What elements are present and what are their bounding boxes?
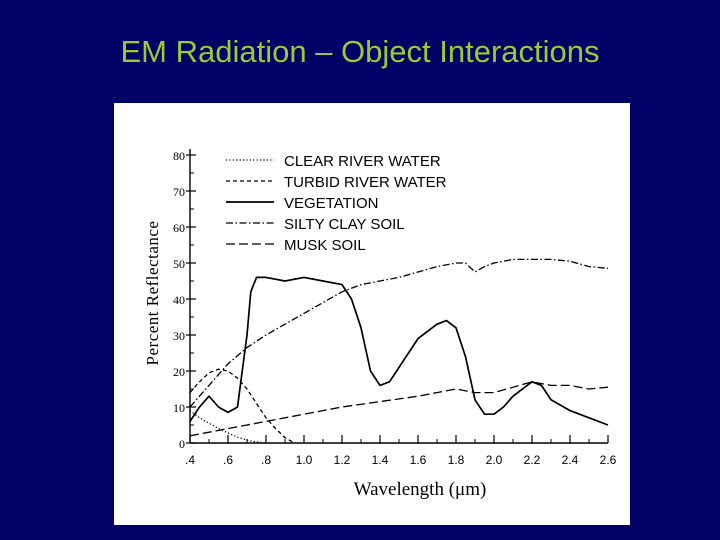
series-line-musk-soil [189, 381, 609, 437]
y-tick-label: 80 [173, 149, 185, 163]
legend-label: MUSK SOIL [284, 237, 366, 254]
x-tick-label: 2.6 [600, 453, 617, 467]
series-line-silty-clay-soil [189, 258, 609, 408]
y-tick-label: 60 [173, 221, 185, 235]
x-tick-label: .8 [261, 453, 271, 467]
x-tick-label: .4 [185, 453, 195, 467]
y-tick-label: 10 [173, 401, 185, 415]
series-line-vegetation [189, 276, 609, 426]
y-tick-label: 40 [173, 293, 185, 307]
legend-label: SILTY CLAY SOIL [284, 216, 405, 233]
x-tick-label: 2.4 [562, 453, 579, 467]
y-axis-label: Percent Reflectance [143, 221, 162, 366]
x-tick-label: 1.0 [296, 453, 313, 467]
legend-label: CLEAR RIVER WATER [284, 153, 441, 170]
y-tick-label: 0 [179, 437, 185, 451]
x-tick-label: 1.2 [334, 453, 351, 467]
x-tick-label: 2.2 [524, 453, 541, 467]
chart-panel: 0 10 20 30 40 50 60 70 80 .4 .6 .8 1.0 1.2 1.4 1.6 1.8 2.… [114, 103, 630, 525]
x-axis-label: Wavelength (μm) [354, 479, 487, 500]
x-tick-label: 1.6 [410, 453, 427, 467]
legend-label: TURBID RIVER WATER [284, 174, 447, 191]
legend-label: VEGETATION [284, 195, 378, 212]
slide-title: EM Radiation – Object Interactions [120, 34, 600, 69]
y-tick-label: 30 [173, 329, 185, 343]
x-tick-label: 2.0 [486, 453, 503, 467]
series-line-turbid-river-water [189, 368, 295, 444]
x-tick-label: 1.8 [448, 453, 465, 467]
y-tick-label: 20 [173, 365, 185, 379]
y-tick-label: 50 [173, 257, 185, 271]
series-line-clear-river-water [189, 410, 267, 444]
y-tick-label: 70 [173, 185, 185, 199]
x-tick-label: .6 [223, 453, 233, 467]
x-tick-label: 1.4 [372, 453, 389, 467]
reflectance-chart: 0 10 20 30 40 50 60 70 80 .4 .6 .8 1.0 1.2 1.4 1.6 1.8 2.… [143, 149, 617, 500]
